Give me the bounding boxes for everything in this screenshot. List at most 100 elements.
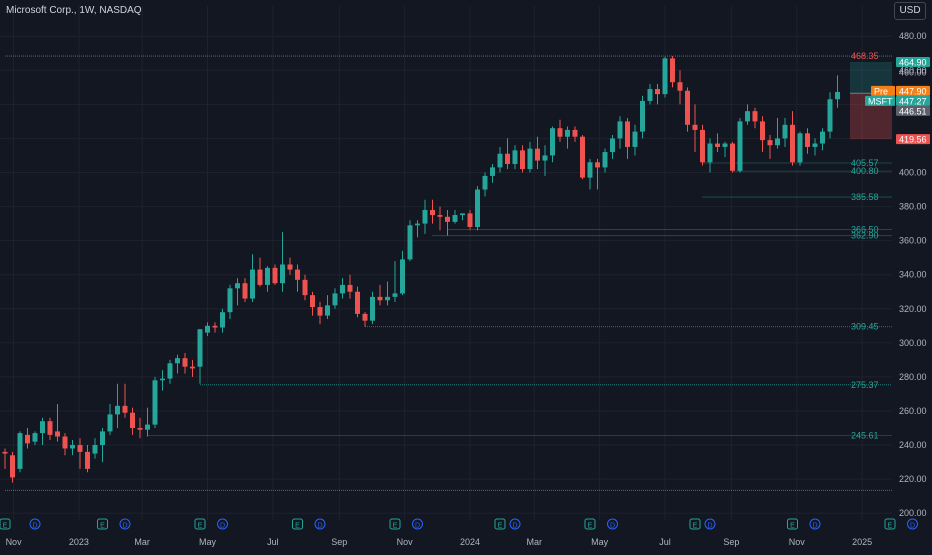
event-letter: D [32,523,37,530]
currency-button[interactable]: USD [894,2,926,20]
candle [190,359,195,377]
event-letter: D [610,523,615,530]
earnings-event-icon[interactable]: E [292,518,303,530]
time-tick-label: Nov [6,537,23,547]
event-marker [29,518,41,530]
candle [812,138,818,156]
earnings-event-icon[interactable]: E [884,518,896,530]
event-letter: E [100,523,105,530]
candle [235,278,240,306]
dividend-event-icon[interactable]: D [412,518,423,530]
dividend-event-icon[interactable]: D [314,518,326,530]
candle [280,232,285,292]
candle-body [407,225,413,260]
candle-body [692,124,698,130]
candle-body [797,133,803,163]
price-tick-label: 240.00 [899,440,927,450]
candle [62,433,68,456]
earnings-event-icon[interactable]: E [494,518,506,530]
price-tick-label: 340.00 [899,270,927,280]
earnings-event-icon[interactable]: E [584,518,596,530]
event-marker [97,518,108,530]
earnings-event-icon[interactable]: E [97,518,108,530]
time-tick-label: Mar [134,537,150,547]
dividend-event-icon[interactable]: D [29,518,41,530]
candle [167,359,173,384]
event-marker [509,518,521,530]
candle-body [782,124,788,139]
price-badge-bg [896,134,930,145]
candle [422,199,428,234]
candle-body [587,162,593,178]
event-letter: E [790,523,795,530]
candle [197,329,203,384]
candle-body [190,366,195,369]
dividend-event-icon[interactable]: D [217,518,228,530]
candle-body [737,121,743,171]
earnings-event-icon[interactable]: E [0,518,11,530]
level-label: 400.80 [851,166,879,176]
candle-body [122,405,128,413]
price-tick-label: 300.00 [899,338,927,348]
price-axis[interactable]: 200.00 220.00 240.00 260.00 280.00 300.00 320.… [892,0,932,550]
candle [287,257,293,275]
candle-body [655,89,660,95]
earnings-event-icon[interactable]: E [194,518,206,530]
dividend-event-icon[interactable]: D [119,518,131,530]
candle-body [17,433,23,469]
candle [92,438,98,459]
candle [70,439,75,456]
candle-body [385,296,390,301]
dividend-event-icon[interactable]: D [509,518,521,530]
level-label: 275.37 [851,380,879,390]
candle [797,131,803,166]
dividend-event-icon[interactable]: D [907,518,918,530]
price-badge-bg [896,95,930,106]
candle [460,213,465,221]
candle [137,417,143,439]
candle [707,138,713,173]
time-tick-label: Nov [789,537,806,547]
dividend-event-icon[interactable]: D [704,518,716,530]
event-marker [809,518,821,530]
candle-body [677,82,683,91]
dividend-event-icon[interactable]: D [809,518,821,530]
earnings-event-icon[interactable]: E [389,518,401,530]
candle-body [355,291,360,314]
candle-body [62,436,68,449]
candle-body [767,140,773,146]
event-marker [314,518,326,530]
candle-body [10,455,15,478]
earnings-event-icon[interactable]: E [689,518,701,530]
candle-body [827,99,833,132]
candle [640,95,645,139]
event-letter: D [707,523,712,530]
event-marker [412,518,423,530]
candle-body [527,148,533,170]
candle [790,111,795,166]
level-label: 405.57 [851,158,879,168]
candle-body [482,175,488,190]
dividend-event-icon[interactable]: D [607,518,618,530]
candle [730,141,735,173]
candle-body [467,213,473,228]
candle [227,284,233,319]
candle [580,135,585,180]
candle-body [475,189,480,228]
candle-body [662,58,668,95]
price-badge-label: 460.00 [899,67,927,77]
event-letter: E [198,523,203,530]
earnings-event-icon[interactable]: E [787,518,798,530]
candle-body [790,124,795,163]
time-tick-label: Jul [267,537,279,547]
candle [355,286,360,318]
candle [25,428,30,449]
candle-body [685,90,690,125]
time-axis[interactable]: Nov 2023 Mar May Jul Sep Nov 2024 Mar May Jul Sep No… [6,537,873,547]
candle [475,186,480,231]
candle-body [370,296,375,321]
candle [332,288,338,309]
